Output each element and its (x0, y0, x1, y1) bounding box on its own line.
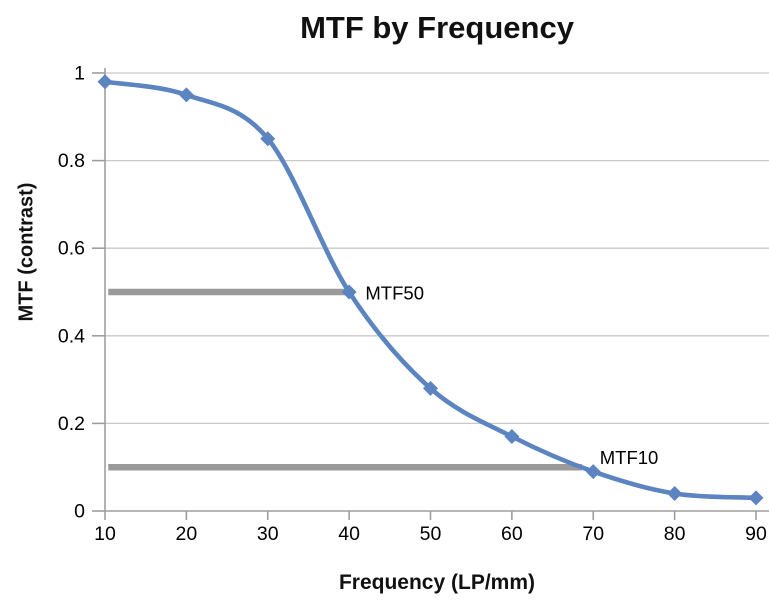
data-point-marker (504, 429, 520, 445)
data-point-marker (667, 485, 683, 501)
annotations: MTF50 MTF10 (365, 282, 658, 468)
reference-lines (108, 288, 582, 471)
data-point-marker (585, 464, 601, 480)
x-tick-label: 10 (94, 523, 116, 545)
tick-labels: 0 0.2 0.4 0.6 0.8 1 10 20 30 40 50 60 70 80 90 (58, 63, 767, 546)
gridlines (105, 72, 769, 425)
annotation-mtf50: MTF50 (365, 282, 424, 303)
x-tick-label: 80 (664, 523, 686, 545)
data-point-markers (97, 74, 764, 506)
data-point-marker (423, 380, 438, 396)
y-tick-label: 0.6 (58, 238, 85, 260)
y-tick-label: 0.4 (58, 325, 85, 347)
x-tick-label: 20 (176, 523, 198, 545)
axes (92, 68, 769, 520)
x-tick-label: 50 (420, 523, 442, 545)
y-tick-label: 0.8 (58, 150, 85, 172)
data-point-marker (748, 490, 764, 506)
mtf-curve (102, 79, 759, 501)
data-point-marker (178, 87, 194, 103)
annotation-mtf10: MTF10 (600, 447, 659, 468)
x-tick-label: 30 (257, 523, 279, 545)
chart-title: MTF by Frequency (300, 10, 574, 45)
y-tick-label: 0 (74, 501, 85, 523)
x-tick-label: 40 (338, 523, 360, 545)
data-point-marker (97, 74, 113, 90)
y-tick-label: 1 (74, 63, 85, 85)
data-point-marker (260, 131, 276, 147)
x-tick-label: 70 (582, 523, 604, 545)
y-tick-label: 0.2 (58, 413, 85, 435)
x-tick-label: 60 (501, 523, 523, 545)
x-axis-title: Frequency (LP/mm) (338, 571, 536, 594)
data-point-marker (341, 284, 357, 300)
x-tick-label: 90 (745, 523, 767, 545)
